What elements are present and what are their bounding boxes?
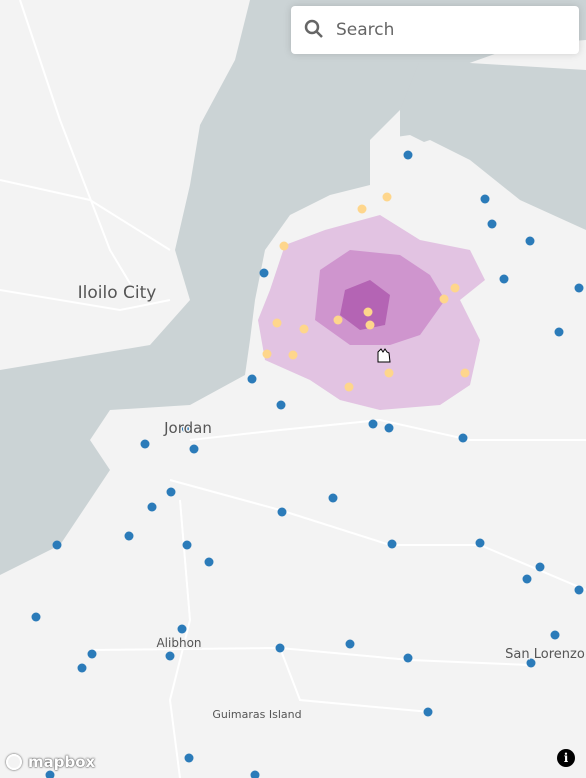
poi-dot[interactable] xyxy=(77,663,87,673)
search-box[interactable]: Search xyxy=(291,6,579,54)
place-label: Jordan xyxy=(163,419,212,437)
poi-dot[interactable] xyxy=(272,318,282,328)
poi-dot[interactable] xyxy=(368,419,378,429)
poi-dot[interactable] xyxy=(387,539,397,549)
poi-dot[interactable] xyxy=(250,770,260,778)
poi-dot[interactable] xyxy=(384,368,394,378)
poi-dot[interactable] xyxy=(384,423,394,433)
dots xyxy=(31,150,584,778)
poi-dot[interactable] xyxy=(460,368,470,378)
poi-dot[interactable] xyxy=(403,150,413,160)
poi-dot[interactable] xyxy=(574,283,584,293)
poi-dot[interactable] xyxy=(574,585,584,595)
attribution-logo[interactable]: mapbox xyxy=(6,753,95,771)
poi-dot[interactable] xyxy=(262,349,272,359)
poi-dot[interactable] xyxy=(439,294,449,304)
poi-dot[interactable] xyxy=(181,423,191,433)
poi-dot[interactable] xyxy=(275,643,285,653)
island xyxy=(375,135,440,185)
water xyxy=(400,60,586,230)
place-label: San Lorenzo xyxy=(505,647,585,662)
poi-dot[interactable] xyxy=(535,562,545,572)
poi-dot[interactable] xyxy=(480,194,490,204)
poi-dot[interactable] xyxy=(365,320,375,330)
poi-dot[interactable] xyxy=(45,770,55,778)
poi-dot[interactable] xyxy=(345,639,355,649)
poi-dot[interactable] xyxy=(526,658,536,668)
poi-dot[interactable] xyxy=(177,624,187,634)
poi-dot[interactable] xyxy=(525,236,535,246)
poi-dot[interactable] xyxy=(522,574,532,584)
poi-dot[interactable] xyxy=(423,707,433,717)
poi-dot[interactable] xyxy=(458,433,468,443)
poi-dot[interactable] xyxy=(363,307,373,317)
poi-dot[interactable] xyxy=(189,444,199,454)
poi-dot[interactable] xyxy=(288,350,298,360)
logo-text: mapbox xyxy=(28,753,96,771)
poi-dot[interactable] xyxy=(357,204,367,214)
poi-dot[interactable] xyxy=(344,382,354,392)
poi-dot[interactable] xyxy=(204,557,214,567)
poi-dot[interactable] xyxy=(247,374,257,384)
poi-dot[interactable] xyxy=(276,400,286,410)
water xyxy=(0,0,586,575)
poi-dot[interactable] xyxy=(403,653,413,663)
poi-dot[interactable] xyxy=(31,612,41,622)
cursor xyxy=(377,348,391,363)
search-placeholder[interactable]: Search xyxy=(336,20,395,40)
info-button[interactable]: i xyxy=(557,749,575,767)
poi-dot[interactable] xyxy=(382,192,392,202)
poi-dot[interactable] xyxy=(554,327,564,337)
poi-dot[interactable] xyxy=(475,538,485,548)
poi-dot[interactable] xyxy=(487,219,497,229)
place-label: Iloilo City xyxy=(78,283,157,303)
poi-dot[interactable] xyxy=(166,487,176,497)
poi-dot[interactable] xyxy=(87,649,97,659)
poi-dot[interactable] xyxy=(140,439,150,449)
place-label: Alibhon xyxy=(156,636,201,650)
poi-dot[interactable] xyxy=(299,324,309,334)
poi-dot[interactable] xyxy=(328,493,338,503)
poi-dot[interactable] xyxy=(124,531,134,541)
logo-mark xyxy=(6,754,22,770)
poi-dot[interactable] xyxy=(279,241,289,251)
search-icon xyxy=(304,19,323,38)
poi-dot[interactable] xyxy=(147,502,157,512)
poi-dot[interactable] xyxy=(182,540,192,550)
poi-dot[interactable] xyxy=(259,268,269,278)
poi-dot[interactable] xyxy=(277,507,287,517)
poi-dot[interactable] xyxy=(499,274,509,284)
poi-dot[interactable] xyxy=(550,630,560,640)
poi-dot[interactable] xyxy=(333,315,343,325)
poi-dot[interactable] xyxy=(52,540,62,550)
poi-dot[interactable] xyxy=(184,753,194,763)
poi-dot[interactable] xyxy=(165,651,175,661)
poi-dot[interactable] xyxy=(450,283,460,293)
place-label: Guimaras Island xyxy=(212,708,301,721)
